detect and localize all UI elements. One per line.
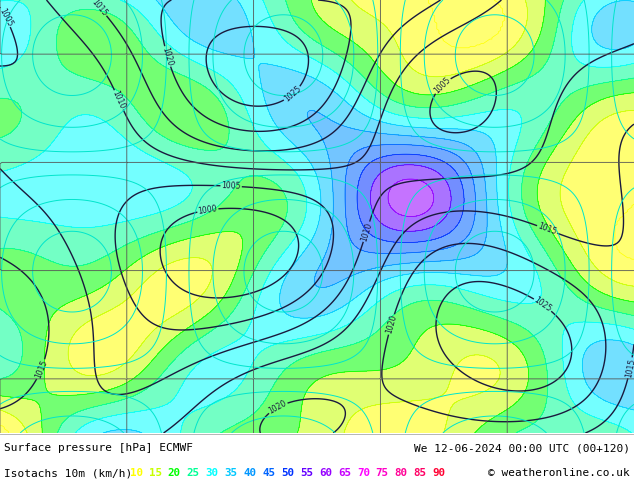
Text: 1015: 1015 [536,222,558,237]
Text: 90: 90 [432,468,446,478]
Text: 10: 10 [130,468,143,478]
Text: 15: 15 [149,468,162,478]
Text: 55: 55 [300,468,313,478]
Text: 1015: 1015 [90,0,109,18]
Text: 1015: 1015 [34,359,49,380]
Text: 20: 20 [168,468,181,478]
Text: We 12-06-2024 00:00 UTC (00+120): We 12-06-2024 00:00 UTC (00+120) [414,443,630,453]
Text: 1025: 1025 [282,84,303,104]
Text: 1020: 1020 [160,46,174,67]
Text: 1025: 1025 [533,295,553,314]
Text: 45: 45 [262,468,275,478]
Text: 25: 25 [186,468,200,478]
Text: 80: 80 [394,468,408,478]
Text: 1010: 1010 [359,221,373,242]
Text: 70: 70 [357,468,370,478]
Text: 1005: 1005 [432,75,452,96]
Text: 1020: 1020 [267,399,288,416]
Text: 1020: 1020 [384,314,398,335]
Text: © weatheronline.co.uk: © weatheronline.co.uk [488,468,630,478]
Text: 40: 40 [243,468,256,478]
Text: 1000: 1000 [198,204,218,216]
Text: 50: 50 [281,468,294,478]
Text: 30: 30 [205,468,219,478]
Text: 1005: 1005 [221,181,241,191]
Text: 75: 75 [376,468,389,478]
Text: Isotachs 10m (km/h): Isotachs 10m (km/h) [4,468,133,478]
Text: 1015: 1015 [624,358,634,378]
Text: 85: 85 [413,468,427,478]
Text: 35: 35 [224,468,238,478]
Text: 1010: 1010 [111,89,127,111]
Text: 1005: 1005 [0,7,14,28]
Text: Surface pressure [hPa] ECMWF: Surface pressure [hPa] ECMWF [4,443,193,453]
Text: 60: 60 [319,468,332,478]
Text: 65: 65 [338,468,351,478]
